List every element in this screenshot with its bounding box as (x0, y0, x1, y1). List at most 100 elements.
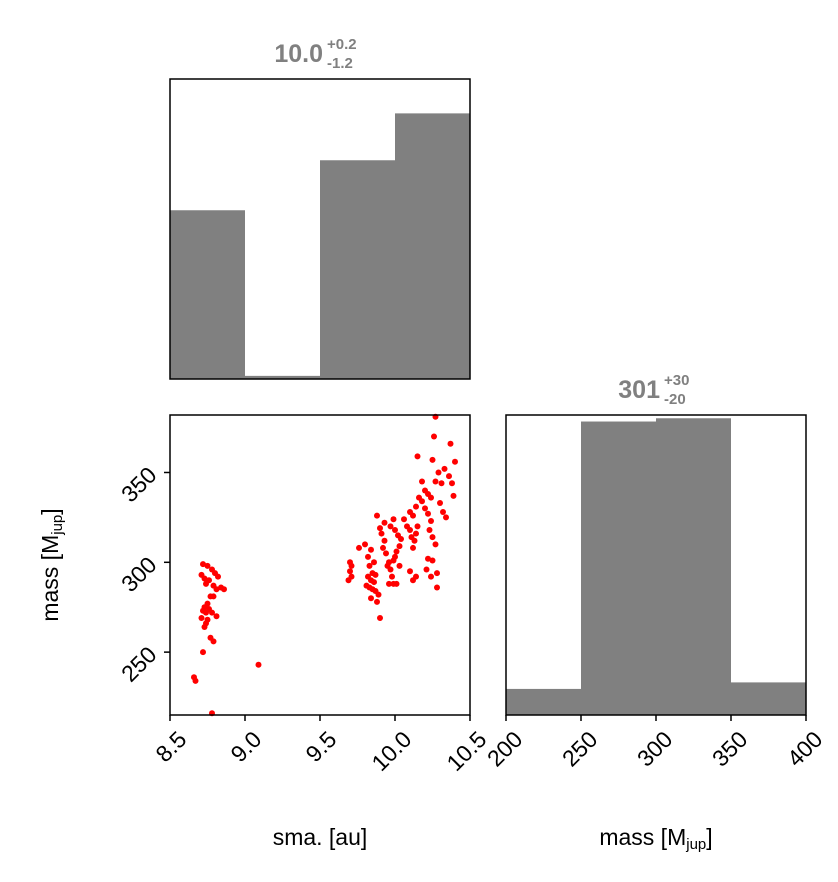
scatter-y-ticks: 250 300 350 (116, 462, 170, 687)
scatter-point-34 (348, 562, 355, 569)
scatter-point-83 (407, 526, 413, 533)
scatter-point-54 (368, 595, 374, 602)
scatter-point-122 (413, 573, 419, 580)
scatter-point-61 (383, 550, 389, 557)
scatter-point-107 (440, 509, 446, 516)
mass-histogram-panel: 301 +30 -20 200 250 300 350 400 mass [Mjup] (482, 372, 828, 853)
scatter-point-75 (398, 535, 404, 542)
scatter-point-90 (410, 512, 416, 519)
scatter-point-40 (365, 553, 371, 560)
scatter-point-76 (396, 543, 403, 550)
mass-histogram-title-minus: -20 (664, 391, 686, 408)
scatter-point-111 (446, 473, 452, 480)
scatter-point-37 (345, 577, 352, 584)
scatter-point-77 (393, 548, 400, 555)
mass-x-tick-label-4: 400 (782, 726, 828, 772)
mass-histogram-bar-1 (581, 421, 656, 715)
scatter-point-94 (422, 505, 428, 512)
scatter-x-axis-label: sma. [au] (273, 824, 368, 850)
scatter-point-81 (401, 516, 407, 523)
scatter-point-21 (213, 613, 220, 620)
scatter-y-tick-label-2: 350 (116, 462, 162, 508)
scatter-point-115 (447, 440, 454, 447)
scatter-point-22 (198, 614, 205, 621)
mass-histogram-title-plus: +30 (664, 372, 689, 389)
scatter-point-96 (428, 517, 434, 524)
scatter-point-72 (390, 516, 397, 523)
scatter-point-86 (410, 544, 416, 551)
scatter-point-116 (431, 433, 437, 440)
mass-x-tick-label-0: 200 (482, 726, 528, 772)
scatter-x-tick-label-3: 10.0 (366, 726, 416, 776)
scatter-point-97 (426, 526, 433, 533)
mass-histogram-bars (506, 418, 806, 715)
scatter-point-118 (414, 453, 421, 460)
scatter-point-124 (429, 557, 436, 564)
sma-histogram-bars (170, 113, 470, 379)
scatter-point-30 (192, 677, 199, 684)
scatter-point-27 (210, 638, 217, 645)
scatter-point-4 (215, 573, 221, 580)
scatter-point-57 (377, 525, 383, 532)
scatter-point-28 (200, 649, 206, 656)
scatter-point-66 (386, 580, 392, 587)
scatter-point-11 (221, 586, 227, 593)
scatter-y-tick-label-0: 250 (116, 641, 162, 687)
sma-histogram-frame (169, 78, 471, 380)
scatter-x-tick-label-2: 9.5 (300, 726, 341, 767)
mass-histogram-bar-0 (506, 688, 581, 715)
scatter-frame (169, 414, 471, 716)
scatter-point-20 (209, 609, 215, 616)
scatter-point-109 (435, 469, 442, 476)
scatter-point-64 (387, 566, 394, 573)
scatter-point-65 (389, 573, 395, 580)
scatter-y-tick-label-1: 300 (116, 551, 162, 597)
scatter-point-126 (423, 566, 430, 573)
scatter-point-102 (428, 494, 434, 501)
scatter-point-41 (368, 546, 374, 553)
scatter-point-56 (377, 614, 383, 621)
scatter-point-104 (432, 478, 439, 485)
mass-x-ticks: 200 250 300 350 400 (482, 715, 828, 772)
scatter-point-114 (452, 458, 458, 465)
scatter-point-80 (396, 562, 403, 569)
scatter-x-ticks: 8.5 9.0 9.5 10.0 10.5 (150, 715, 491, 776)
sma-histogram-bar-0 (170, 210, 245, 379)
scatter-point-110 (441, 465, 448, 472)
scatter-point-43 (366, 562, 373, 569)
scatter-point-71 (387, 523, 394, 530)
scatter-point-105 (438, 480, 445, 487)
scatter-point-8 (203, 580, 209, 587)
scatter-panel: 8.5 9.0 9.5 10.0 10.5 250 300 350 sma. [au] ma… (37, 413, 491, 850)
scatter-point-127 (428, 573, 434, 580)
mass-x-tick-label-2: 300 (632, 726, 678, 772)
mass-x-tick-label-3: 350 (707, 726, 753, 772)
scatter-point-0 (200, 561, 206, 568)
scatter-point-128 (434, 584, 440, 591)
scatter-y-axis-label: mass [Mjup] (37, 508, 66, 621)
scatter-point-48 (371, 579, 377, 586)
scatter-point-53 (375, 591, 382, 598)
scatter-point-106 (437, 500, 443, 507)
scatter-point-70 (381, 519, 388, 526)
scatter-point-123 (425, 555, 431, 562)
scatter-point-85 (411, 537, 418, 544)
scatter-point-42 (371, 559, 377, 566)
scatter-point-38 (356, 544, 362, 551)
sma-histogram-title-minus: -1.2 (327, 55, 353, 72)
scatter-point-108 (443, 514, 449, 521)
scatter-point-59 (381, 537, 388, 544)
sma-histogram-title: 10.0 (274, 40, 323, 68)
mass-histogram-bar-3 (731, 682, 806, 715)
scatter-point-87 (413, 530, 419, 537)
scatter-point-32 (255, 661, 262, 668)
scatter-point-1 (204, 562, 211, 569)
scatter-points (191, 413, 458, 717)
sma-histogram-title-plus: +0.2 (327, 36, 357, 53)
mass-histogram-bar-2 (656, 418, 731, 715)
scatter-point-6 (201, 575, 208, 582)
scatter-point-19 (203, 609, 209, 616)
sma-histogram-bar-2 (320, 160, 395, 379)
mass-x-tick-label-1: 250 (557, 726, 603, 772)
